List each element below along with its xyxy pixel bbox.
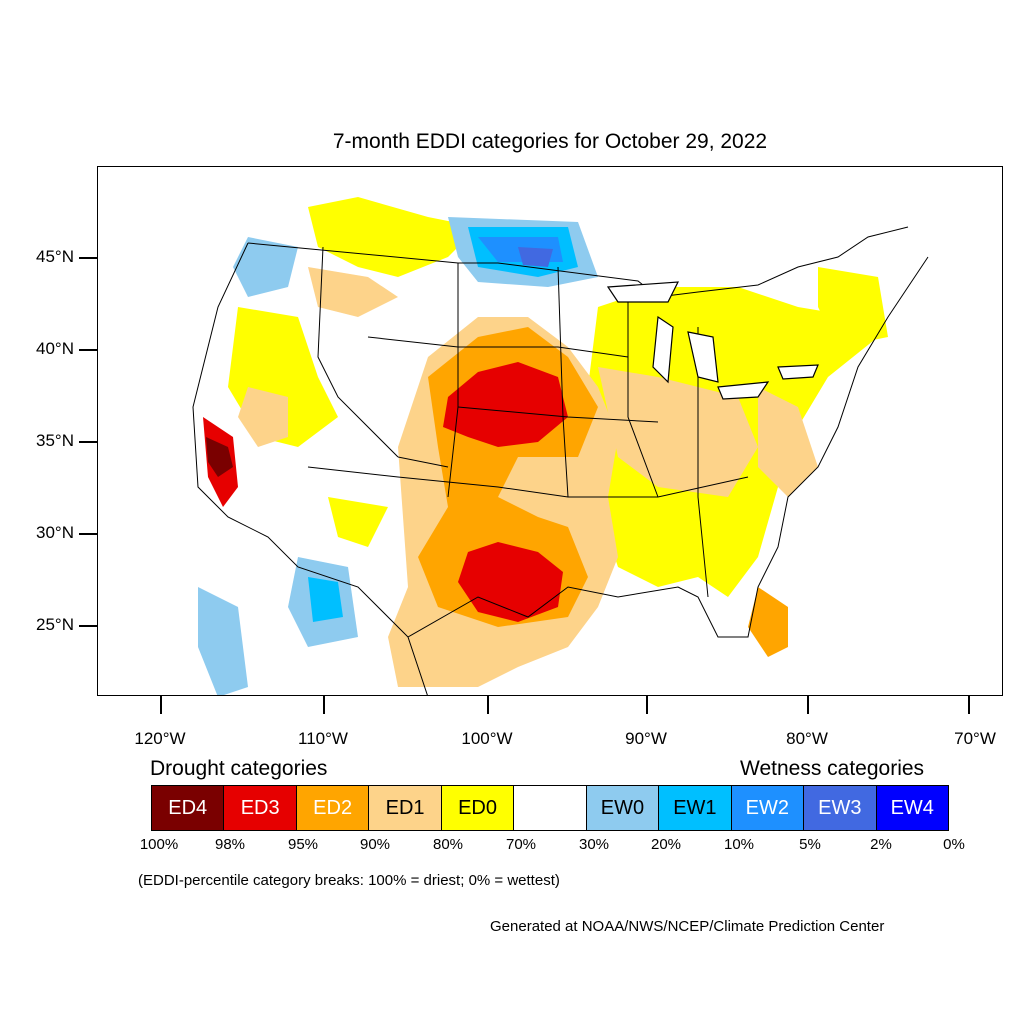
lat-tick [79, 533, 97, 535]
lat-tick [79, 625, 97, 627]
eddi-map [192, 197, 929, 695]
lon-label-120: 120°W [134, 729, 186, 748]
pct-break: 95% [287, 836, 319, 853]
lat-label-30: 30°N [36, 523, 74, 542]
category-break-note: (EDDI-percentile category breaks: 100% =… [138, 872, 560, 889]
legend-swatch-ew2: EW2 [731, 786, 805, 830]
lon-label-100: 100°W [461, 729, 513, 748]
lon-tick [487, 696, 489, 714]
legend-swatch-ed4: ED4 [152, 786, 225, 830]
lon-tick [323, 696, 325, 714]
lat-tick [79, 349, 97, 351]
legend-swatch-neutral [514, 786, 587, 830]
lon-label-110: 110°W [298, 729, 348, 748]
ed3-areas [203, 362, 568, 622]
pct-break: 90% [359, 836, 391, 853]
lat-label-45: 45°N [36, 247, 74, 266]
ew3-areas [518, 247, 553, 267]
legend-swatch-ew3: EW3 [804, 786, 877, 830]
pct-break: 98% [214, 836, 246, 853]
legend-swatch-ed1: ED1 [369, 786, 442, 830]
pct-break: 20% [650, 836, 682, 853]
pct-break: 30% [578, 836, 610, 853]
drought-heading: Drought categories [150, 757, 328, 780]
credit-line: Generated at NOAA/NWS/NCEP/Climate Predi… [490, 918, 885, 935]
great-lakes [606, 281, 819, 400]
lat-label-40: 40°N [36, 339, 74, 358]
lon-label-90: 90°W [625, 729, 667, 748]
legend-swatch-ed0: ED0 [441, 786, 515, 830]
legend-colorbar: ED4 ED3 ED2 ED1 ED0 EW0 EW1 EW2 EW3 EW4 [151, 785, 949, 831]
lon-label-70: 70°W [954, 729, 996, 748]
legend-swatch-ew1: EW1 [659, 786, 732, 830]
legend-swatch-ew0: EW0 [586, 786, 660, 830]
pct-break: 0% [943, 836, 965, 853]
lat-tick [79, 441, 97, 443]
lat-label-35: 35°N [36, 431, 74, 450]
map-title: 7-month EDDI categories for October 29, … [332, 130, 768, 153]
lon-tick [160, 696, 162, 714]
pct-break: 5% [799, 836, 821, 853]
ed4-areas [206, 437, 233, 477]
pct-break: 100% [139, 836, 179, 853]
pct-break: 10% [723, 836, 755, 853]
map-frame [97, 166, 1003, 696]
lon-tick [646, 696, 648, 714]
legend-swatch-ed2: ED2 [296, 786, 370, 830]
legend-swatch-ed3: ED3 [224, 786, 297, 830]
legend-swatch-ew4: EW4 [876, 786, 948, 830]
pct-break: 2% [870, 836, 892, 853]
boundaries [192, 226, 929, 695]
lon-tick [807, 696, 809, 714]
pct-break: 80% [432, 836, 464, 853]
lat-tick [79, 257, 97, 259]
lat-label-25: 25°N [36, 615, 74, 634]
lon-label-80: 80°W [786, 729, 828, 748]
lon-tick [968, 696, 970, 714]
wetness-heading: Wetness categories [740, 757, 925, 780]
pct-break: 70% [505, 836, 537, 853]
